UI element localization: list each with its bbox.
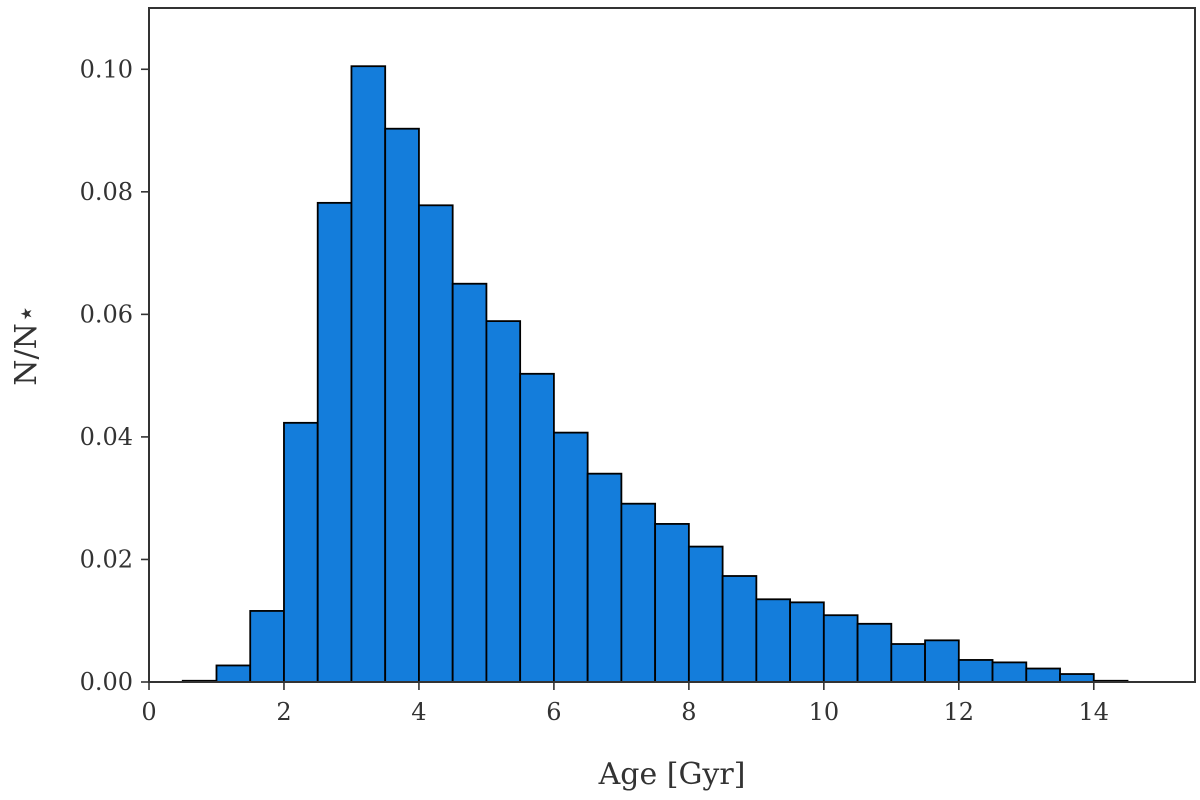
histogram-bar [586, 472, 623, 683]
y-tick-label: 0.10 [80, 55, 133, 83]
y-tick-label: 0.02 [80, 545, 133, 573]
histogram-bar [620, 502, 657, 683]
x-tick-label: 2 [276, 698, 291, 726]
histogram-bars [181, 65, 1129, 683]
y-tick-label: 0.04 [80, 423, 133, 451]
histogram-bar [215, 664, 252, 683]
x-tick-label: 4 [411, 698, 426, 726]
y-axis-ticks: 0.00 0.02 0.04 0.06 0.08 0.10 [80, 55, 149, 696]
histogram-bar [350, 65, 387, 683]
histogram-bar [890, 643, 926, 683]
histogram-bar [418, 204, 454, 683]
histogram-bar [553, 431, 589, 683]
histogram-bar [822, 614, 859, 683]
histogram-bar [519, 372, 555, 683]
y-tick-label: 0.06 [80, 300, 133, 328]
plot-frame [148, 7, 1196, 683]
histogram-bar [485, 320, 522, 683]
histogram-bar [957, 659, 994, 683]
x-tick-label: 14 [1079, 698, 1110, 726]
histogram-bar [1025, 667, 1061, 683]
y-tick-label: 0.08 [80, 178, 133, 206]
histogram-bar [755, 598, 791, 683]
histogram-bar [654, 523, 690, 683]
histogram-bar [384, 127, 420, 683]
x-tick-label: 8 [681, 698, 696, 726]
histogram-bar [721, 575, 758, 683]
histogram-bar [789, 601, 825, 683]
x-tick-label: 0 [141, 698, 156, 726]
x-axis-label: Age [Gyr] [598, 757, 746, 792]
histogram-bar [283, 421, 319, 683]
y-tick-label: 0.00 [80, 668, 133, 696]
histogram-bar [249, 610, 285, 683]
histogram-bar [316, 201, 353, 683]
histogram-bar [856, 622, 893, 683]
histogram-bar [991, 661, 1028, 683]
histogram-bar [451, 282, 488, 683]
x-tick-label: 6 [546, 698, 561, 726]
x-tick-label: 12 [944, 698, 975, 726]
x-axis-ticks: 0 2 4 6 8 10 12 14 [141, 682, 1109, 726]
histogram-bar [687, 545, 724, 683]
x-tick-label: 10 [809, 698, 840, 726]
y-axis-label: N/N⋆ [9, 304, 44, 385]
histogram-bar [1059, 673, 1095, 683]
histogram-bar [924, 639, 960, 683]
